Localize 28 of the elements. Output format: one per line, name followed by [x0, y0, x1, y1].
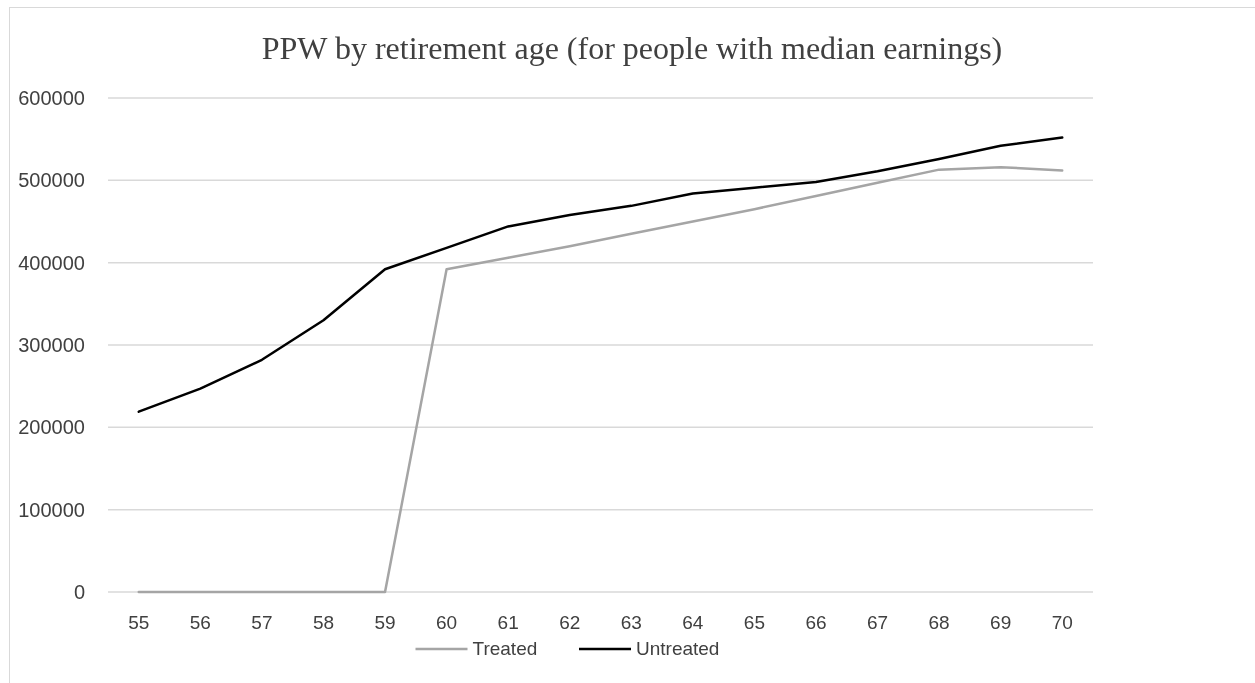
x-tick-label: 64 — [682, 612, 704, 633]
x-tick-label: 58 — [312, 612, 335, 633]
x-tick-label: 61 — [497, 612, 519, 633]
line-series — [137, 165, 1064, 594]
x-tick-label: 70 — [1051, 612, 1073, 633]
y-tick-label: 400000 — [18, 251, 85, 274]
line-series — [137, 136, 1064, 413]
legend-label: Treated — [472, 638, 538, 659]
x-tick-label: 55 — [128, 612, 150, 633]
x-tick-label: 57 — [251, 612, 273, 633]
y-tick-label: 0 — [73, 581, 85, 603]
y-tick-label: 500000 — [18, 169, 85, 192]
x-tick-label: 68 — [928, 612, 950, 633]
x-tick-label: 67 — [866, 612, 889, 633]
y-tick-label: 100000 — [18, 498, 85, 521]
y-tick-label: 200000 — [18, 416, 85, 439]
x-tick-label: 59 — [374, 612, 396, 633]
x-tick-label: 60 — [436, 612, 458, 633]
y-tick-label: 300000 — [18, 334, 85, 356]
x-tick-label: 66 — [805, 612, 827, 633]
x-tick-label: 62 — [559, 612, 581, 633]
x-tick-label: 69 — [990, 612, 1012, 633]
x-tick-label: 65 — [743, 612, 765, 633]
x-tick-label: 56 — [189, 612, 211, 633]
y-tick-label: 600000 — [18, 87, 85, 109]
legend-label: Untreated — [636, 638, 720, 659]
x-tick-label: 63 — [620, 612, 642, 633]
chart-title: PPW by retirement age (for people with median earnings) — [261, 30, 1003, 66]
